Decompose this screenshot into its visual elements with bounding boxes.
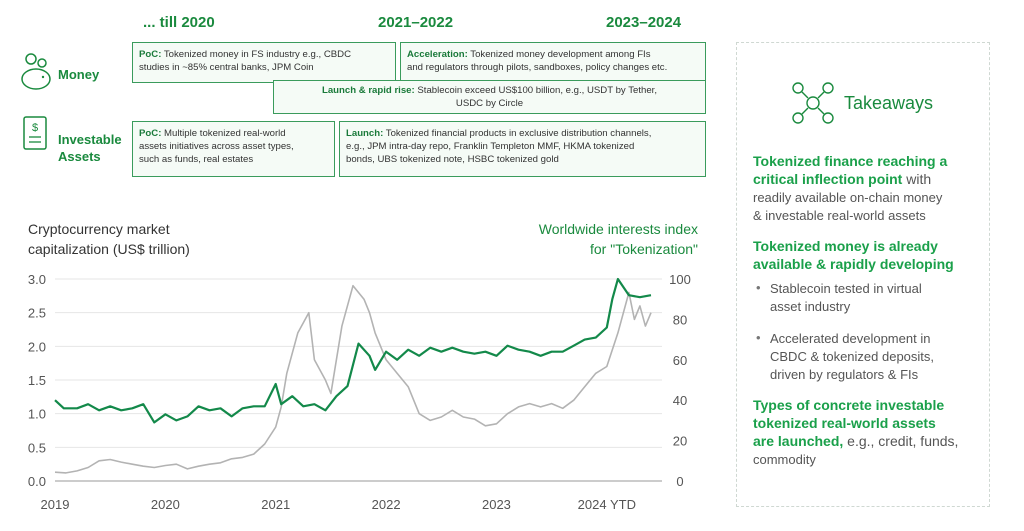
right-tick-label: 0	[676, 474, 683, 489]
right-axis-title-line1: Worldwide interests index	[538, 221, 698, 237]
period-2023-2024: 2023–2024	[606, 14, 682, 31]
market-cap-chart: 0.0 0.5 1.0 1.5 2.0 2.5 3.0 0 20 40 60 80 100 2019 202…	[28, 272, 691, 512]
left-axis-title-line1: Cryptocurrency market	[28, 221, 170, 237]
document-dollar-icon: $	[23, 116, 47, 150]
takeaway-heading-1: critical inflection point with	[753, 170, 931, 188]
piggy-bank-icon	[21, 53, 51, 90]
box-text: Tokenized money in FS industry e.g., CBD…	[161, 49, 352, 60]
takeaway-heading-3: are launched, e.g., credit, funds,	[753, 432, 958, 450]
series-line-interest-index	[54, 277, 652, 424]
box-text: Stablecoin exceed US$100 billion, e.g., …	[414, 85, 658, 96]
takeaway-heading-2-line1: Tokenized money is already	[753, 238, 938, 254]
bullet-1-line1: Stablecoin tested in virtual	[770, 281, 922, 296]
left-tick-label: 1.0	[28, 407, 46, 422]
left-tick-label: 0.0	[28, 474, 46, 489]
left-tick-label: 2.0	[28, 339, 46, 354]
bullet-2-line1: Accelerated development in	[770, 331, 931, 346]
box-text: Tokenized financial products in exclusiv…	[383, 128, 652, 139]
box-launch-assets: Launch: Tokenized financial products in …	[339, 121, 706, 177]
box-text: USDC by Circle	[455, 98, 524, 109]
box-label: Launch & rapid rise:	[321, 85, 415, 96]
takeaway-text-3-line2: commodity	[753, 452, 816, 467]
right-tick-label: 100	[669, 272, 691, 287]
box-launch-rapid-rise: Launch & rapid rise: Stablecoin exceed U…	[273, 80, 706, 114]
period-2021-2022: 2021–2022	[378, 14, 454, 31]
right-axis-title: Worldwide interests index for "Tokenizat…	[539, 219, 698, 259]
series-line-market-cap	[54, 284, 652, 474]
bullet-1-line2: asset industry	[770, 299, 851, 314]
right-axis-title-line2: for "Tokenization"	[590, 241, 698, 257]
takeaway-heading-3-tail: e.g., credit, funds,	[843, 433, 959, 449]
x-tick-label: 2023	[482, 497, 511, 512]
x-tick-label: 2021	[261, 497, 290, 512]
right-tick-label: 20	[673, 434, 687, 449]
takeaways-panel	[736, 42, 990, 507]
box-poc-assets: PoC: Multiple tokenized real-world asset…	[132, 121, 335, 177]
row-label-assets-line1: Investable	[58, 132, 122, 147]
right-tick-label: 60	[673, 353, 687, 368]
box-text: such as funds, real estates	[139, 154, 254, 165]
row-label-assets-line2: Assets	[58, 149, 101, 164]
takeaways-title: Takeaways	[844, 93, 934, 113]
box-text: bonds, UBS tokenized note, HSBC tokenize…	[346, 154, 559, 165]
takeaway-text-1-line2: & investable real-world assets	[753, 208, 926, 223]
box-text: Tokenized money development among FIs	[467, 49, 651, 60]
period-till-2020: ... till 2020	[143, 14, 215, 31]
bullet-1: •	[756, 280, 761, 295]
takeaway-text-1-line1: readily available on-chain money	[753, 190, 943, 205]
left-axis-title-line2: capitalization (US$ trillion)	[28, 241, 190, 257]
left-tick-label: 0.5	[28, 440, 46, 455]
left-tick-label: 2.5	[28, 306, 46, 321]
box-text: e.g., JPM intra-day repo, Franklin Templ…	[346, 141, 635, 152]
x-tick-label: 2020	[151, 497, 180, 512]
box-label: PoC:	[139, 49, 162, 60]
bullet-2: •	[756, 330, 761, 345]
takeaway-heading-1-line2: critical inflection point	[753, 171, 903, 187]
x-tick-label: 2022	[372, 497, 401, 512]
box-poc-money: PoC: Tokenized money in FS industry e.g.…	[132, 42, 396, 83]
takeaway-heading-3-line2: tokenized real-world assets	[753, 415, 936, 431]
x-tick-label: 2019	[41, 497, 70, 512]
box-text: and regulators through pilots, sandboxes…	[407, 62, 668, 73]
left-tick-label: 1.5	[28, 373, 46, 388]
takeaway-heading-1-tail: with	[902, 171, 932, 187]
left-axis-title: Cryptocurrency market capitalization (US…	[28, 219, 190, 259]
left-tick-label: 3.0	[28, 272, 46, 287]
box-text: studies in ~85% central banks, JPM Coin	[139, 62, 314, 73]
network-people-icon	[792, 82, 834, 124]
row-label-money: Money	[58, 67, 100, 82]
box-text: assets initiatives across asset types,	[139, 141, 294, 152]
takeaway-heading-2-line2: available & rapidly developing	[753, 256, 954, 272]
box-label: PoC:	[139, 128, 162, 139]
row-label-investable-assets: Investable Assets	[58, 131, 122, 165]
takeaway-heading-3-line3: are launched,	[753, 433, 844, 449]
box-label: Acceleration:	[407, 49, 468, 60]
bullet-2-line2: CBDC & tokenized deposits,	[770, 349, 935, 364]
bullet-2-line3: driven by regulators & FIs	[770, 367, 919, 382]
box-acceleration: Acceleration: Tokenized money developmen…	[400, 42, 706, 83]
svg-text:$: $	[32, 122, 38, 134]
right-tick-label: 40	[673, 393, 687, 408]
right-tick-label: 80	[673, 312, 687, 327]
box-label: Launch:	[346, 128, 384, 139]
x-tick-label: 2024 YTD	[578, 497, 636, 512]
box-text: Multiple tokenized real-world	[161, 128, 286, 139]
takeaway-heading-1-line1: Tokenized finance reaching a	[753, 153, 948, 169]
takeaway-heading-3-line1: Types of concrete investable	[753, 397, 945, 413]
